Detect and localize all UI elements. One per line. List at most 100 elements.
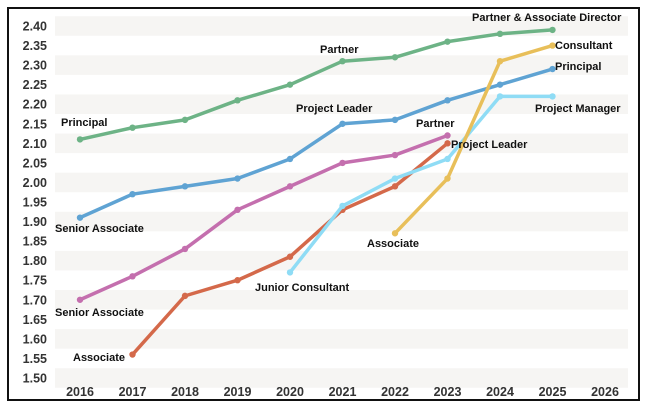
y-tick-label: 1.80 — [23, 254, 47, 268]
data-point-1 — [496, 81, 504, 88]
y-tick-label: 2.05 — [23, 156, 47, 170]
annotation-senior-associate-blue: Senior Associate — [55, 223, 144, 235]
data-point-4 — [339, 202, 346, 210]
y-tick-label: 2.35 — [23, 39, 47, 53]
x-tick-label: 2023 — [434, 385, 462, 399]
series-line-2 — [78, 133, 450, 302]
y-tick-label: 1.55 — [23, 352, 47, 366]
data-point-1 — [129, 190, 136, 198]
data-point-3 — [286, 253, 294, 260]
data-point-0 — [391, 54, 399, 61]
data-point-2 — [76, 296, 84, 303]
grid-band — [55, 211, 628, 232]
annotation-project-leader-blue: Project Leader — [296, 103, 373, 115]
data-point-1 — [234, 175, 241, 182]
annotation-senior-associate-pink: Senior Associate — [55, 307, 144, 319]
y-tick-label: 2.40 — [23, 20, 47, 34]
annotation-partner-green: Partner — [320, 44, 359, 56]
grid-band — [55, 55, 628, 75]
y-tick-label: 1.90 — [23, 215, 47, 229]
series-line-5 — [393, 43, 555, 236]
data-point-1 — [339, 120, 346, 127]
annotation-partner-associate-director: Partner & Associate Director — [472, 12, 622, 24]
data-point-4 — [391, 175, 399, 182]
data-point-3 — [234, 277, 241, 284]
y-tick-label: 1.95 — [23, 196, 47, 210]
data-point-3 — [129, 351, 136, 358]
data-point-0 — [496, 30, 504, 38]
data-point-0 — [129, 124, 136, 131]
x-tick-label: 2025 — [539, 385, 567, 399]
x-tick-label: 2016 — [66, 385, 94, 399]
data-point-4 — [496, 93, 504, 100]
data-point-1 — [444, 97, 451, 104]
y-tick-label: 2.20 — [23, 98, 47, 112]
annotation-project-manager: Project Manager — [535, 103, 621, 115]
x-tick-label: 2020 — [276, 385, 304, 399]
x-tick-label: 2022 — [381, 385, 409, 399]
y-tick-label: 2.25 — [23, 78, 47, 92]
y-tick-label: 1.50 — [23, 372, 47, 386]
x-tick-label: 2019 — [224, 385, 252, 399]
data-point-4 — [286, 269, 294, 276]
data-point-2 — [339, 159, 346, 167]
data-point-5 — [496, 58, 504, 65]
data-point-0 — [444, 38, 451, 45]
annotation-junior-consultant: Junior Consultant — [255, 282, 349, 294]
annotation-principal-start: Principal — [61, 117, 107, 129]
y-tick-label: 1.75 — [23, 274, 47, 288]
data-point-1 — [286, 155, 294, 163]
data-point-0 — [76, 136, 84, 143]
grid-band — [55, 250, 628, 271]
annotation-consultant: Consultant — [555, 40, 613, 52]
data-point-5 — [391, 230, 399, 237]
y-tick-label: 1.85 — [23, 235, 47, 249]
series-line-0 — [78, 28, 555, 142]
y-tick-label: 1.65 — [23, 313, 47, 327]
x-tick-label: 2024 — [486, 385, 514, 399]
data-point-2 — [391, 151, 399, 159]
grid-band — [55, 368, 628, 388]
y-tick-label: 2.30 — [23, 59, 47, 73]
data-point-0 — [339, 58, 346, 65]
grid-band — [55, 329, 628, 349]
y-tick-label: 2.00 — [23, 176, 47, 190]
data-point-2 — [444, 132, 451, 139]
data-point-0 — [286, 81, 294, 88]
data-point-4 — [444, 155, 451, 163]
data-point-3 — [391, 183, 399, 190]
grid-band — [55, 133, 628, 154]
grid-band — [55, 290, 628, 310]
data-point-1 — [181, 183, 189, 190]
data-point-5 — [444, 175, 451, 182]
annotation-associate-orange: Associate — [73, 352, 125, 364]
x-tick-label: 2021 — [329, 385, 357, 399]
grid-band — [55, 172, 628, 193]
y-tick-label: 1.70 — [23, 293, 47, 307]
series-line-1 — [78, 67, 555, 220]
data-point-2 — [129, 273, 136, 280]
data-point-3 — [444, 140, 451, 147]
annotation-project-leader-orange: Project Leader — [451, 139, 528, 151]
data-point-0 — [549, 26, 556, 34]
data-point-3 — [181, 292, 189, 300]
y-tick-label: 2.10 — [23, 137, 47, 151]
data-point-1 — [549, 65, 556, 73]
data-point-2 — [286, 183, 294, 190]
annotation-partner-pink: Partner — [416, 118, 455, 130]
data-point-1 — [76, 214, 84, 221]
y-tick-label: 1.60 — [23, 332, 47, 346]
annotation-associate-yellow: Associate — [367, 238, 419, 250]
data-point-1 — [391, 116, 399, 124]
data-point-2 — [181, 245, 189, 253]
data-point-2 — [234, 206, 241, 214]
x-tick-label: 2018 — [171, 385, 199, 399]
y-tick-label: 2.15 — [23, 117, 47, 131]
data-point-4 — [549, 93, 556, 100]
x-tick-label: 2017 — [119, 385, 147, 399]
x-tick-label: 2026 — [591, 385, 619, 399]
series-line-4 — [288, 94, 555, 275]
grid-band — [55, 16, 628, 36]
data-point-0 — [181, 116, 189, 124]
